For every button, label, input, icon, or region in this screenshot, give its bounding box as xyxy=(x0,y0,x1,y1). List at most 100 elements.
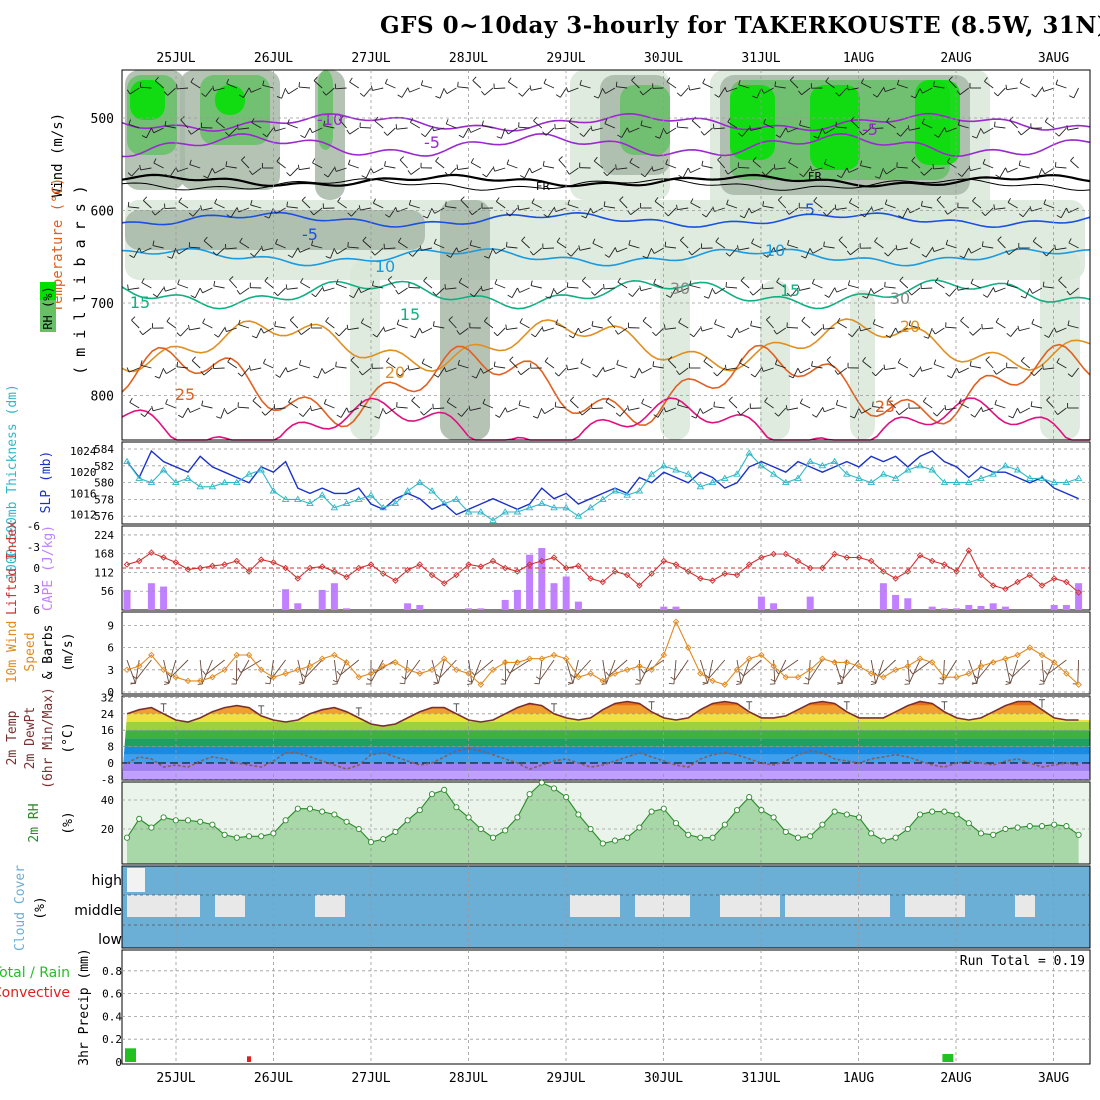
upper-wind-barb xyxy=(373,167,384,174)
wind10-barb xyxy=(877,659,896,677)
upper-wind-barb xyxy=(444,284,446,290)
upper-wind-barb xyxy=(1006,280,1009,286)
upper-wind-barb xyxy=(1071,367,1079,378)
upper-wind-barb xyxy=(531,198,535,204)
upper-wind-barb xyxy=(263,358,266,364)
rh2m-marker xyxy=(794,834,802,841)
cape-bar xyxy=(294,603,302,610)
upper-wind-barb xyxy=(841,167,848,178)
upper-wind-barb xyxy=(238,127,250,130)
upper-wind-barb xyxy=(801,316,806,322)
upper-wind-barb xyxy=(151,405,154,411)
upper-wind-barb xyxy=(241,159,250,169)
upper-wind-barb xyxy=(541,326,544,332)
wind10-barb xyxy=(539,659,555,680)
upper-wind-barb xyxy=(1043,199,1047,205)
thickness-marker xyxy=(416,478,424,486)
upper-wind-barb xyxy=(252,400,262,409)
lifted-index-marker xyxy=(733,571,741,579)
upper-wind-barb xyxy=(897,84,908,89)
temp-band xyxy=(122,713,1090,722)
lifted-index-marker xyxy=(928,557,936,565)
upper-wind-barb xyxy=(946,157,951,163)
upper-wind-barb xyxy=(994,121,996,127)
upper-wind-barb xyxy=(1031,207,1043,212)
upper-wind-barb xyxy=(559,87,567,98)
upper-wind-barb xyxy=(708,287,714,299)
upper-wind-barb xyxy=(739,358,743,364)
upper-wind-barb xyxy=(932,329,936,335)
upper-wind-barb xyxy=(628,407,640,411)
upper-wind-barb xyxy=(629,127,640,133)
upper-wind-barb xyxy=(592,127,603,132)
upper-wind-barb xyxy=(761,88,765,94)
upper-wind-barb xyxy=(887,247,896,257)
upper-wind-barb xyxy=(203,175,208,179)
upper-wind-barb xyxy=(590,125,593,131)
upper-wind-barb xyxy=(213,87,225,92)
upper-wind-barb xyxy=(663,407,667,413)
upper-wind-barb xyxy=(214,202,225,209)
temperature-contour xyxy=(121,132,1091,158)
upper-wind-barb xyxy=(590,208,594,214)
upper-wind-barb xyxy=(909,238,913,244)
wind10-marker xyxy=(928,659,936,666)
upper-wind-barb xyxy=(798,90,802,96)
upper-wind-barb xyxy=(409,87,420,93)
upper-wind-barb xyxy=(801,87,811,96)
upper-wind-barb xyxy=(237,372,243,377)
upper-wind-barb xyxy=(922,397,927,402)
upper-wind-barb xyxy=(995,174,1001,178)
upper-wind-barb xyxy=(323,398,327,404)
cloud-level-label: high xyxy=(91,873,122,889)
upper-wind-barb xyxy=(580,327,591,334)
upper-wind-barb xyxy=(1046,247,1055,257)
upper-wind-barb xyxy=(128,367,140,373)
upper-wind-barb xyxy=(212,168,216,174)
upper-wind-barb xyxy=(957,173,963,177)
upper-wind-barb xyxy=(812,247,823,254)
upper-wind-barb xyxy=(1042,281,1045,287)
thickness-marker xyxy=(708,478,717,486)
upper-wind-barb xyxy=(960,316,965,322)
wind10-marker xyxy=(599,677,607,685)
upper-wind-barb xyxy=(1044,334,1049,338)
wind10-barb xyxy=(333,659,338,684)
upper-wind-barb xyxy=(1056,362,1067,369)
upper-wind-barb xyxy=(488,247,494,259)
upper-wind-barb xyxy=(495,247,506,255)
upper-wind-barb xyxy=(334,166,337,172)
cape-bar xyxy=(989,603,997,610)
thickness-marker xyxy=(367,491,375,498)
upper-wind-barb xyxy=(387,279,396,289)
upper-wind-barb xyxy=(140,413,145,418)
upper-wind-barb xyxy=(518,400,521,406)
upper-wind-barb xyxy=(876,87,884,98)
upper-wind-barb xyxy=(288,401,299,409)
upper-wind-barb xyxy=(220,407,226,419)
upper-wind-barb xyxy=(554,372,560,377)
upper-wind-barb xyxy=(606,167,616,176)
upper-wind-barb xyxy=(131,316,136,321)
upper-wind-barb xyxy=(787,407,799,411)
wind10-barb xyxy=(366,678,372,682)
rh2m-marker xyxy=(526,791,533,798)
upper-wind-barb xyxy=(349,77,353,83)
thickness-marker xyxy=(538,499,546,507)
upper-wind-barb xyxy=(164,125,176,129)
upper-wind-barb xyxy=(505,129,509,135)
slp-ytick: 1016 xyxy=(70,487,97,500)
upper-wind-barb xyxy=(664,241,667,247)
wind10-barb xyxy=(399,682,405,685)
upper-wind-barb xyxy=(970,282,982,289)
upper-wind-barb xyxy=(567,87,579,93)
cloud-middle-block xyxy=(660,895,690,917)
upper-wind-barb xyxy=(360,318,365,324)
upper-wind-barb xyxy=(1017,325,1020,331)
lifted-index-marker xyxy=(611,568,619,575)
upper-wind-barb xyxy=(689,284,701,289)
upper-wind-barb xyxy=(189,246,201,249)
upper-wind-barb xyxy=(335,366,347,369)
upper-wind-barb xyxy=(325,321,335,329)
upper-wind-barb xyxy=(164,120,167,126)
